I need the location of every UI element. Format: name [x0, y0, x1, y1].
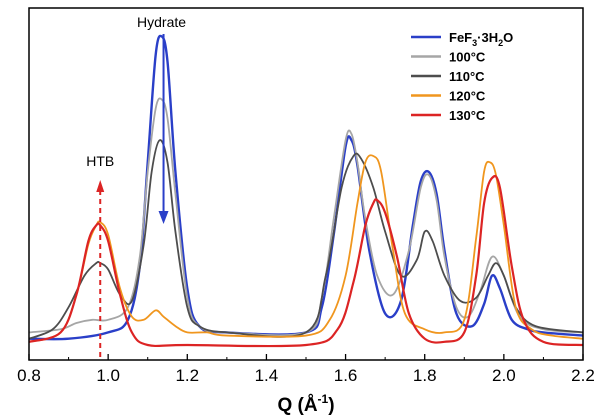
x-axis-ticks: 0.8 1.0 1.2 1.4 1.6 1.8 2.0 2.2: [17, 354, 595, 385]
annotation-hydrate-label: Hydrate: [137, 14, 186, 30]
legend-label: 130°C: [449, 108, 486, 123]
legend-label: FeF3·3H2O: [449, 30, 513, 48]
series-line-4: [28, 174, 584, 348]
x-tick-label: 1.6: [334, 366, 358, 385]
x-tick-label: 1.2: [175, 366, 199, 385]
x-tick-label: 2.0: [492, 366, 516, 385]
series-layer: [28, 34, 584, 348]
annotation-hydrate-arrowhead: [158, 211, 169, 224]
annotation-layer: Hydrate HTB: [86, 14, 186, 359]
x-axis-title: Q (Å-1): [277, 392, 334, 416]
legend-label: 120°C: [449, 89, 486, 104]
series-line-2: [28, 139, 584, 340]
x-axis-title-sup: -1: [318, 392, 329, 406]
x-tick-label: 1.4: [255, 366, 279, 385]
series-line-0: [28, 34, 584, 341]
series-line-1: [28, 97, 584, 337]
annotation-htb-label: HTB: [86, 153, 114, 169]
annotation-htb-arrowhead: [96, 180, 105, 192]
series-line-3: [28, 154, 584, 343]
x-tick-label: 0.8: [17, 366, 41, 385]
x-tick-label: 1.0: [96, 366, 120, 385]
x-axis-title-main: Q (Å: [277, 395, 317, 416]
legend-label: 110°C: [449, 69, 485, 84]
x-axis-title-tail: ): [328, 395, 334, 416]
legend-label: 100°C: [449, 50, 486, 65]
x-tick-label: 2.2: [571, 366, 595, 385]
legend: FeF3·3H2O 100°C 110°C 120°C 130°C: [411, 30, 513, 123]
x-tick-label: 1.8: [413, 366, 437, 385]
